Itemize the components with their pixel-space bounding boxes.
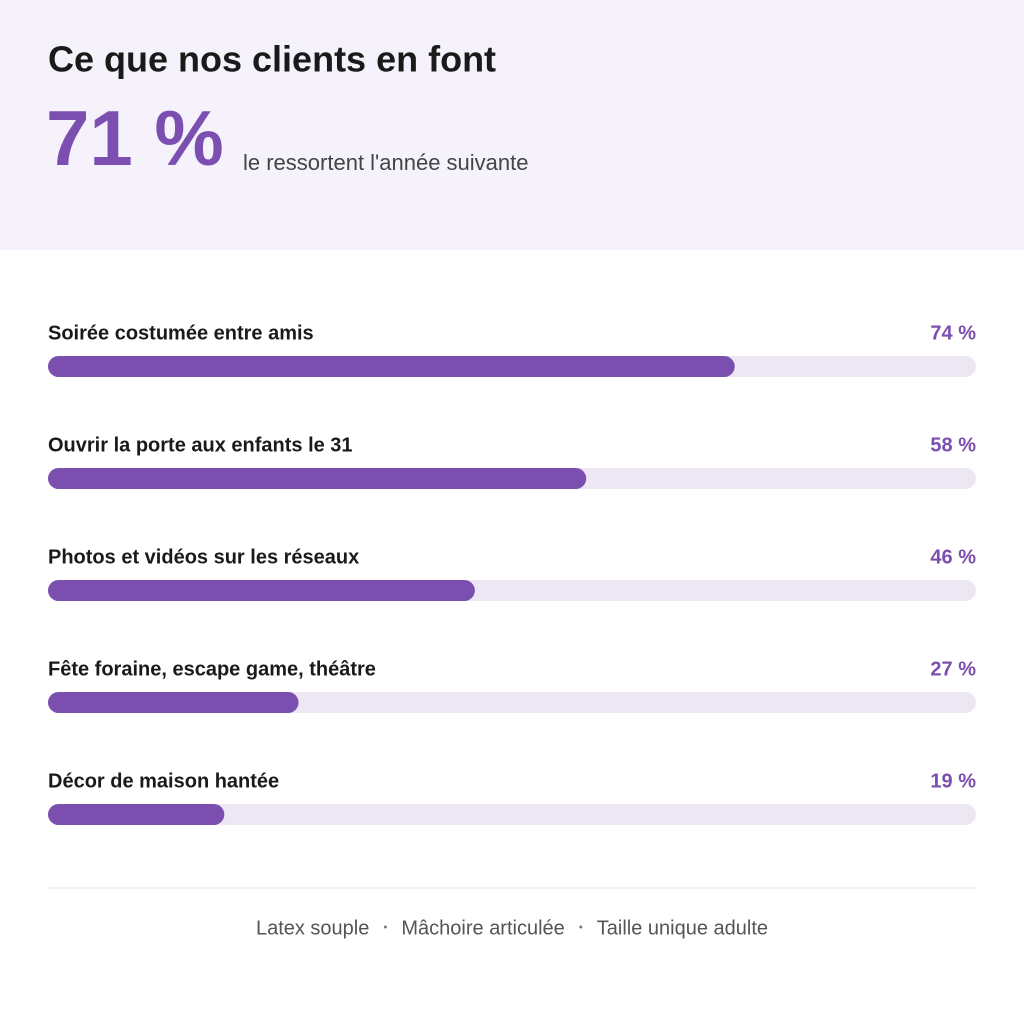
bar-label: Ouvrir la porte aux enfants le 31 (48, 434, 353, 456)
value-label: 74 % (930, 322, 976, 344)
footer-item: Taille unique adulte (597, 917, 768, 939)
value-label: 27 % (930, 658, 976, 680)
value-label: 46 % (930, 546, 976, 568)
separator-dot (383, 925, 387, 929)
value-label: 19 % (930, 770, 976, 792)
value-label: 58 % (930, 434, 976, 456)
bar-label: Fête foraine, escape game, théâtre (48, 658, 376, 680)
bar-label: Soirée costumée entre amis (48, 322, 314, 344)
stat: 71 % (46, 94, 224, 182)
bar (48, 468, 587, 489)
header-band (0, 0, 1024, 250)
bar-label: Photos et vidéos sur les réseaux (48, 546, 359, 568)
stat-caption: le ressortent l'année suivante (243, 150, 528, 175)
bar (48, 692, 299, 713)
bar (48, 804, 225, 825)
separator-dot (579, 925, 583, 929)
bar (48, 356, 735, 377)
footer-item: Latex souple (256, 917, 369, 939)
footer: Latex souple Mâchoire articulée Taille uni… (256, 917, 768, 939)
footer-item: Mâchoire articulée (401, 917, 564, 939)
bar-track (48, 804, 976, 825)
title: Ce que nos clients en font (48, 39, 496, 80)
bar (48, 580, 475, 601)
bar-label: Décor de maison hantée (48, 770, 279, 792)
